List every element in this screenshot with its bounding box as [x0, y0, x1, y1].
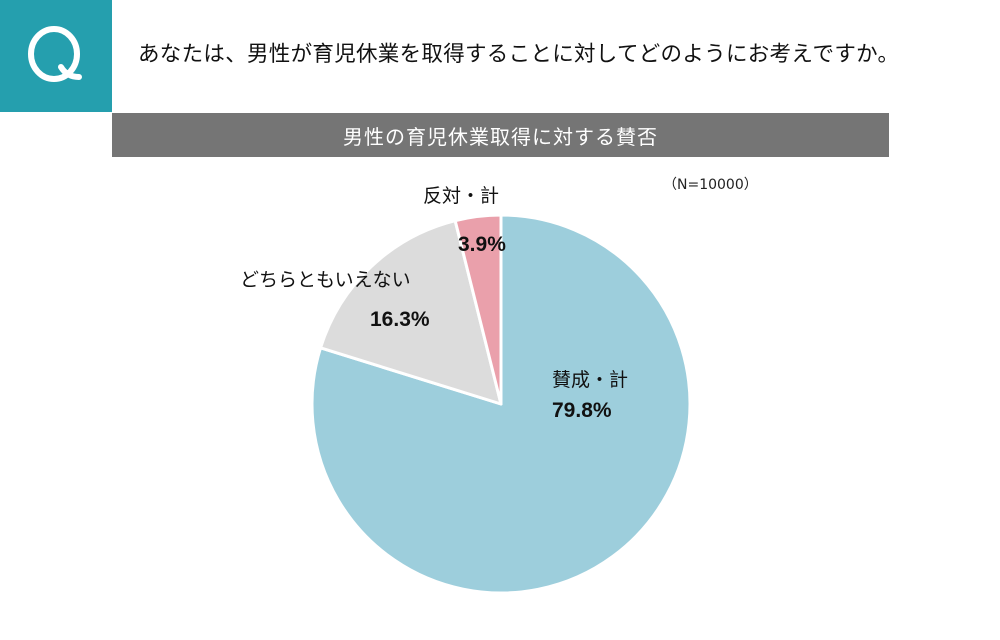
- label-disagree-percent: 3.9%: [458, 233, 506, 256]
- label-disagree-pct-wrap: 3.9%: [458, 232, 506, 258]
- label-disagree-category: 反対・計: [423, 185, 500, 207]
- label-neutral-percent: 16.3%: [370, 308, 430, 331]
- chart-title: 男性の育児休業取得に対する賛否: [343, 124, 658, 149]
- label-neutral: どちらともいえない: [240, 268, 411, 292]
- q-icon-box: [0, 0, 112, 112]
- label-agree-category: 賛成・計: [552, 369, 629, 391]
- question-text: あなたは、男性が育児休業を取得することに対してどのようにお考えですか。: [138, 42, 900, 67]
- chart-title-bar: 男性の育児休業取得に対する賛否: [112, 113, 889, 157]
- label-agree-percent: 79.8%: [552, 399, 612, 422]
- q-letter-icon: [28, 26, 82, 82]
- sample-size-note: （N=10000）: [663, 177, 758, 193]
- slice-disagree: [453, 213, 503, 406]
- label-agree: 賛成・計 79.8%: [552, 368, 628, 424]
- label-disagree: 反対・計: [423, 184, 499, 208]
- pie-slices: [310, 213, 692, 595]
- label-neutral-pct-wrap: 16.3%: [370, 307, 430, 333]
- slice-neutral: [319, 219, 503, 406]
- label-neutral-category: どちらともいえない: [240, 269, 411, 291]
